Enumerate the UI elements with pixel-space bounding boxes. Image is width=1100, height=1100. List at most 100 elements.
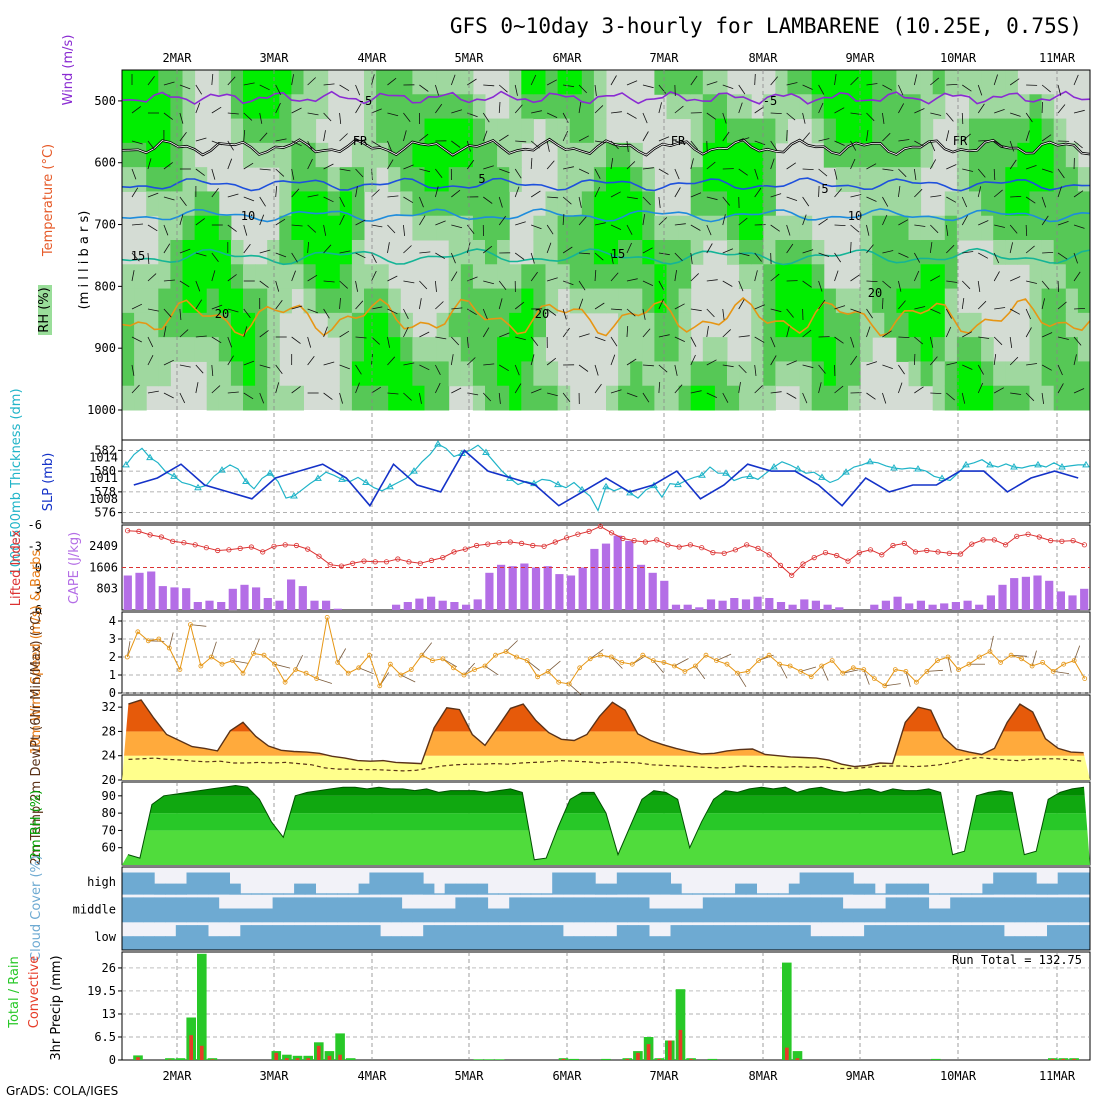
- rh-cell: [908, 264, 922, 290]
- rh-cell: [194, 167, 208, 192]
- slp-tick-label: 1008: [89, 492, 118, 506]
- wind-tick-label: 0: [109, 686, 116, 700]
- rh-cell: [436, 94, 450, 120]
- rh-cell: [497, 191, 510, 217]
- thickness-point: [1058, 463, 1066, 470]
- wind-barb: [1026, 363, 1038, 366]
- wind-speed-point: [703, 652, 709, 658]
- rh-cell: [182, 288, 196, 314]
- rh-cell: [509, 337, 522, 362]
- wind-barb: [195, 137, 207, 142]
- wind-barb: [786, 82, 798, 86]
- rh-cell: [569, 240, 583, 265]
- rh-cell: [823, 70, 837, 95]
- cape-bar: [975, 604, 984, 610]
- wind-barb: [947, 656, 952, 673]
- rh-cell: [969, 337, 982, 362]
- rh-cell: [630, 337, 643, 362]
- temp-band-mid: [122, 731, 1090, 756]
- rh-cell: [848, 385, 861, 411]
- cloud-cell: [1057, 925, 1069, 950]
- wind-barb: [993, 168, 996, 181]
- wind-speed-point: [135, 629, 141, 635]
- wind-speed-point: [1008, 652, 1014, 658]
- cloud-cell: [132, 897, 144, 923]
- wind-barb: [962, 364, 973, 370]
- cloud-cell: [251, 908, 263, 923]
- rh-cell: [908, 142, 922, 168]
- cloud-cell: [444, 908, 456, 923]
- wind-barb: [1041, 168, 1053, 173]
- wind-barb: [355, 219, 366, 226]
- wind-barb: [786, 129, 788, 142]
- rh-cell: [545, 240, 559, 265]
- wind-barb: [211, 106, 222, 114]
- rh-cell: [751, 361, 764, 387]
- wind-barb: [371, 224, 383, 228]
- rh-cell: [485, 264, 498, 290]
- rh-cell: [727, 118, 740, 144]
- wind-barb: [131, 140, 143, 145]
- wind-barb: [658, 102, 662, 114]
- rh-cell: [194, 191, 208, 217]
- wind-barb: [658, 217, 668, 226]
- wind-barb: [594, 364, 599, 376]
- precip-total-bar: [207, 1058, 218, 1060]
- wind-barb: [546, 140, 550, 152]
- wind-barb: [642, 214, 646, 226]
- wind-barb: [1057, 383, 1064, 394]
- cloud-cell: [283, 893, 295, 895]
- rh-cell: [218, 361, 232, 387]
- lifted-index-point: [563, 535, 570, 541]
- rh-cell: [194, 264, 208, 290]
- wind-barb: [498, 101, 501, 114]
- cloud-cell: [670, 883, 682, 895]
- wind-barb: [514, 186, 520, 198]
- cloud-cell: [724, 925, 736, 950]
- rh-cell: [872, 240, 885, 265]
- rh-cell: [835, 94, 849, 120]
- wind-barb: [993, 189, 1003, 198]
- wind-barb: [898, 364, 905, 375]
- lifted-index-point: [462, 546, 468, 552]
- wind-barb: [168, 632, 174, 649]
- rh-cell: [472, 361, 486, 387]
- rh-cell: [122, 94, 135, 120]
- cloud-cell: [218, 872, 230, 895]
- rh-cell: [993, 215, 1006, 241]
- wind-barb: [562, 213, 565, 226]
- wind-barb: [227, 336, 233, 348]
- thickness-point: [386, 482, 394, 490]
- thickness-point: [842, 468, 850, 475]
- wind-barb: [738, 299, 745, 310]
- cloud-cell: [724, 893, 736, 895]
- lifted-index-point: [248, 544, 254, 550]
- wind-barb: [850, 140, 857, 151]
- wind-barb: [275, 382, 280, 394]
- wind-barb: [387, 140, 392, 152]
- rh-cell: [1017, 118, 1030, 144]
- wind-barb: [946, 362, 958, 366]
- cape-bar: [287, 579, 296, 610]
- wind-barb: [611, 656, 623, 669]
- wind-barb: [738, 137, 750, 142]
- wind-barb: [850, 194, 862, 198]
- cape-bar: [870, 604, 879, 610]
- rh-cell: [581, 70, 595, 95]
- precip-convective-bar: [1050, 1058, 1055, 1060]
- rh-cell: [424, 215, 438, 241]
- wind-barb: [978, 220, 989, 226]
- rh-cell: [146, 361, 159, 387]
- wind-barb: [387, 224, 396, 234]
- wind-barb: [802, 196, 810, 207]
- rh-cell: [424, 142, 438, 168]
- wind-barb: [483, 84, 495, 87]
- wind-barb: [562, 246, 573, 254]
- rh-cell: [860, 70, 873, 95]
- wind-barb: [232, 660, 249, 664]
- wind-barb: [1042, 252, 1054, 254]
- wind-barb: [738, 252, 750, 257]
- rh-cell: [908, 337, 922, 362]
- cape-bar: [730, 598, 739, 610]
- wind-barb: [945, 224, 949, 236]
